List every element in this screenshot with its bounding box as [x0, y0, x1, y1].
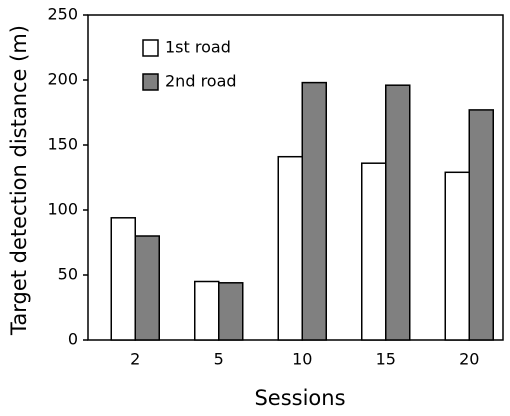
bar: [468, 109, 494, 341]
y-axis-label: Target detection distance (m): [7, 25, 31, 336]
legend-label: 2nd road: [165, 72, 237, 91]
bar: [277, 155, 303, 341]
x-tick-label: 15: [376, 350, 396, 369]
bar: [218, 282, 244, 341]
legend-label: 1st road: [165, 38, 231, 57]
x-tick-label: 5: [214, 350, 224, 369]
y-tick-label: 0: [68, 330, 78, 349]
bar: [301, 81, 327, 341]
x-tick-label: 2: [130, 350, 140, 369]
legend-swatch: [142, 39, 159, 57]
bar: [385, 84, 411, 341]
bar: [110, 217, 136, 341]
bar: [134, 235, 160, 341]
bar: [194, 280, 220, 341]
y-tick-label: 100: [47, 200, 78, 219]
y-tick-label: 50: [58, 265, 78, 284]
x-axis-label: Sessions: [254, 386, 345, 410]
x-tick-label: 10: [292, 350, 312, 369]
y-tick-label: 200: [47, 70, 78, 89]
legend-swatch: [142, 73, 159, 91]
y-tick-label: 150: [47, 135, 78, 154]
x-tick-label: 20: [459, 350, 479, 369]
bar: [444, 171, 470, 341]
bar: [361, 162, 387, 341]
y-tick-label: 250: [47, 5, 78, 24]
